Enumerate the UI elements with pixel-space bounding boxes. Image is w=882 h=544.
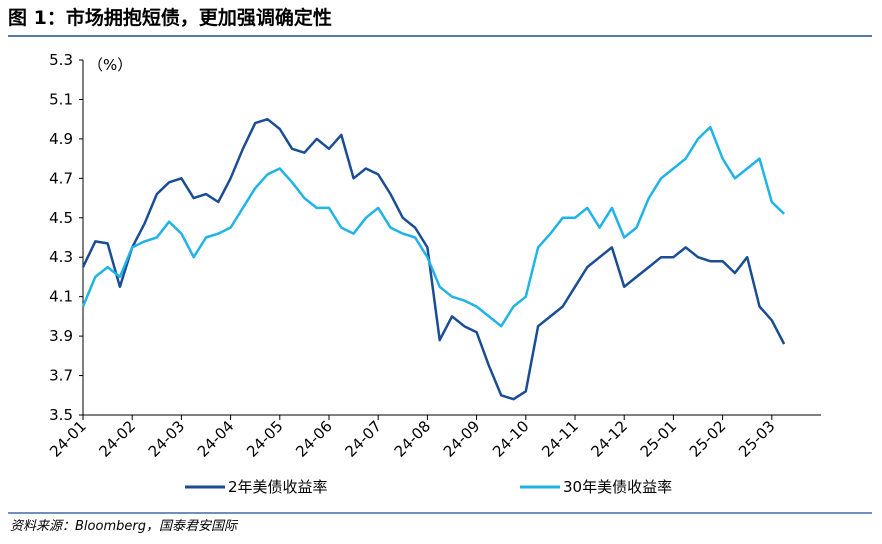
legend-label: 2年美债收益率 bbox=[228, 478, 328, 496]
series-line bbox=[81, 117, 786, 401]
source: 资料来源：Bloomberg，国泰君安国际 bbox=[10, 519, 239, 534]
x-tick-label: 24-06 bbox=[292, 417, 336, 461]
x-tick-label: 25-03 bbox=[735, 417, 779, 461]
x-tick-label: 24-11 bbox=[538, 417, 582, 461]
x-tick-label: 24-05 bbox=[243, 417, 287, 461]
x-tick-label: 24-10 bbox=[489, 417, 533, 461]
x-tick-label: 24-07 bbox=[341, 417, 385, 461]
series-line bbox=[81, 125, 785, 328]
x-tick-label: 24-03 bbox=[145, 417, 189, 461]
y-tick-label: 5.1 bbox=[49, 90, 73, 108]
x-tick-label: 25-02 bbox=[686, 417, 730, 461]
chart-title: 图 1：市场拥抱短债，更加强调确定性 bbox=[8, 6, 332, 29]
y-tick-label: 4.9 bbox=[49, 130, 73, 148]
y-tick-label: 4.7 bbox=[49, 169, 73, 187]
x-tick-label: 24-02 bbox=[95, 417, 139, 461]
x-tick-label: 24-12 bbox=[587, 417, 631, 461]
x-tick-label: 24-08 bbox=[391, 417, 435, 461]
y-tick-label: 4.5 bbox=[49, 209, 73, 227]
y-tick-label: 3.7 bbox=[49, 367, 73, 385]
y-tick-label: 3.9 bbox=[49, 327, 73, 345]
y-tick-label: 4.1 bbox=[49, 288, 73, 306]
y-tick-label: 3.5 bbox=[49, 406, 73, 424]
legend-label: 30年美债收益率 bbox=[563, 478, 672, 496]
y-tick-label: 5.3 bbox=[49, 51, 73, 69]
y-tick-label: 4.3 bbox=[49, 248, 73, 266]
x-tick-label: 24-04 bbox=[194, 417, 238, 461]
x-tick-label: 25-01 bbox=[637, 417, 681, 461]
unit-label: （%） bbox=[88, 56, 132, 74]
x-tick-label: 24-09 bbox=[440, 417, 484, 461]
